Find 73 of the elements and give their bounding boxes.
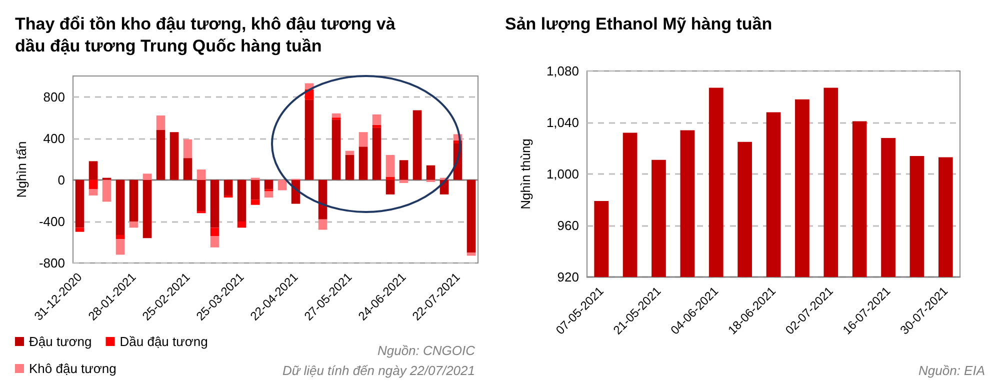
legend-label: Đậu tương bbox=[29, 334, 92, 349]
bar bbox=[183, 139, 192, 158]
bar bbox=[358, 132, 368, 147]
bar bbox=[426, 165, 436, 180]
bar bbox=[237, 180, 246, 222]
bar bbox=[386, 154, 395, 177]
y-axis-title: Nghìn thùng bbox=[518, 138, 533, 210]
bar bbox=[332, 113, 341, 118]
y-tick-label: 960 bbox=[557, 218, 579, 233]
y-tick-label: -400 bbox=[38, 214, 65, 229]
bar bbox=[88, 180, 98, 190]
y-tick-label: 1,040 bbox=[546, 115, 579, 130]
bar bbox=[278, 180, 287, 190]
text: Nguồn: EIA bbox=[918, 363, 986, 378]
bar bbox=[210, 180, 220, 228]
bar bbox=[116, 239, 125, 255]
bar bbox=[224, 180, 233, 196]
bar bbox=[304, 100, 314, 180]
bar bbox=[358, 146, 368, 180]
bar bbox=[466, 180, 476, 253]
y-axis-title: Nghìn tấn bbox=[14, 141, 29, 198]
y-tick-label: 1,000 bbox=[546, 166, 579, 182]
bar bbox=[102, 180, 112, 202]
bar bbox=[75, 180, 84, 228]
bar bbox=[237, 221, 246, 228]
bar bbox=[170, 132, 179, 180]
bar bbox=[466, 252, 476, 256]
bar bbox=[129, 221, 138, 228]
bar bbox=[386, 180, 395, 194]
bar bbox=[345, 154, 354, 180]
bar bbox=[372, 128, 382, 180]
bar bbox=[399, 180, 408, 184]
y-tick-label: 1,080 bbox=[546, 64, 579, 78]
bar bbox=[142, 174, 152, 180]
bar bbox=[88, 161, 98, 180]
bar bbox=[250, 180, 260, 200]
bar bbox=[318, 180, 328, 220]
bar bbox=[399, 160, 408, 180]
bar bbox=[116, 234, 125, 240]
legend-label: Dầu đậu tương bbox=[120, 334, 208, 349]
legend-label: Khô đậu tương bbox=[29, 361, 116, 376]
bar bbox=[156, 115, 166, 130]
y-tick-label: 920 bbox=[557, 270, 579, 284]
chart-title: Thay đổi tồn kho đậu tương, khô đậu tương và dầu đậu tương Trung Quốc hàng tuần bbox=[15, 14, 400, 56]
bar bbox=[75, 228, 84, 232]
y-tick-label: 0 bbox=[58, 172, 65, 188]
bar bbox=[183, 158, 192, 180]
bar bbox=[88, 189, 98, 196]
bar bbox=[332, 120, 341, 180]
bar bbox=[210, 228, 220, 236]
bar bbox=[224, 195, 233, 198]
y-tick-label: 400 bbox=[43, 130, 65, 146]
bar bbox=[412, 110, 422, 180]
bar bbox=[196, 170, 206, 180]
bar bbox=[372, 124, 382, 128]
bar bbox=[264, 180, 274, 190]
bar bbox=[196, 180, 206, 212]
bar bbox=[264, 191, 274, 198]
y-tick-label: -800 bbox=[38, 256, 65, 270]
bar bbox=[156, 130, 166, 180]
bar bbox=[318, 219, 328, 230]
y-tick-label: 800 bbox=[43, 89, 65, 104]
bar bbox=[386, 176, 395, 180]
bar bbox=[116, 180, 125, 235]
bar bbox=[142, 180, 152, 238]
bar bbox=[129, 180, 138, 222]
text: Nguồn: CNGOIC bbox=[377, 343, 476, 358]
bar bbox=[372, 114, 382, 125]
text: Dữ liệu tính đến ngày 22/07/2021 bbox=[282, 363, 476, 378]
chart-title: Sản lượng Ethanol Mỹ hàng tuần bbox=[505, 14, 772, 34]
bar bbox=[250, 200, 260, 205]
bar bbox=[345, 150, 354, 155]
bar bbox=[210, 236, 220, 248]
